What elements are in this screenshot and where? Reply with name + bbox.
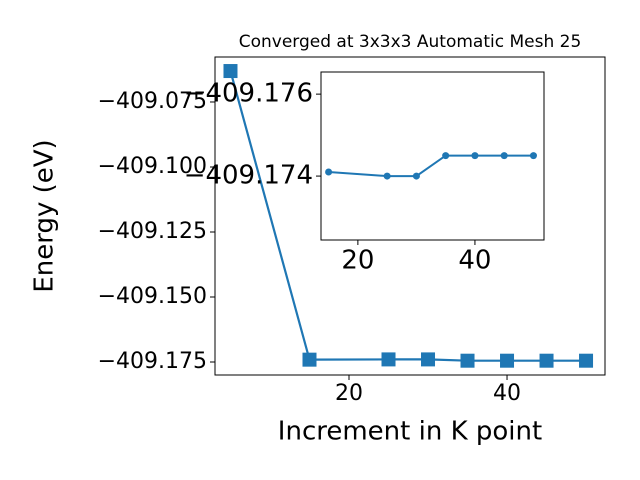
x-tick-label: 20 bbox=[341, 246, 374, 276]
marker bbox=[579, 353, 594, 368]
y-axis-label: Energy (eV) bbox=[30, 139, 60, 292]
marker bbox=[471, 152, 479, 160]
y-tick-label: −409.150 bbox=[98, 284, 207, 309]
y-tick-label: −409.175 bbox=[98, 349, 207, 374]
y-tick-label: −409.100 bbox=[98, 154, 207, 179]
y-tick-label: −409.125 bbox=[98, 219, 207, 244]
marker bbox=[412, 172, 420, 180]
y-tick-label: −409.176 bbox=[184, 79, 313, 109]
x-tick-label: 20 bbox=[335, 381, 363, 406]
marker bbox=[325, 168, 333, 176]
marker bbox=[421, 352, 436, 367]
x-tick-label: 40 bbox=[458, 246, 491, 276]
x-tick-label: 40 bbox=[493, 381, 521, 406]
axes-frame bbox=[320, 71, 545, 241]
marker bbox=[383, 172, 391, 180]
chart-title: Converged at 3x3x3 Automatic Mesh 25 bbox=[239, 32, 582, 52]
marker bbox=[539, 353, 554, 368]
marker bbox=[500, 353, 515, 368]
marker bbox=[500, 152, 508, 160]
marker bbox=[442, 152, 450, 160]
x-axis-label: Increment in K point bbox=[278, 417, 542, 447]
y-tick-label: −409.075 bbox=[98, 89, 207, 114]
marker bbox=[460, 353, 475, 368]
marker bbox=[529, 152, 537, 160]
axes-frame bbox=[214, 56, 606, 376]
marker bbox=[223, 64, 238, 79]
marker bbox=[381, 352, 396, 367]
y-tick-label: −409.174 bbox=[184, 161, 313, 191]
marker bbox=[302, 352, 317, 367]
